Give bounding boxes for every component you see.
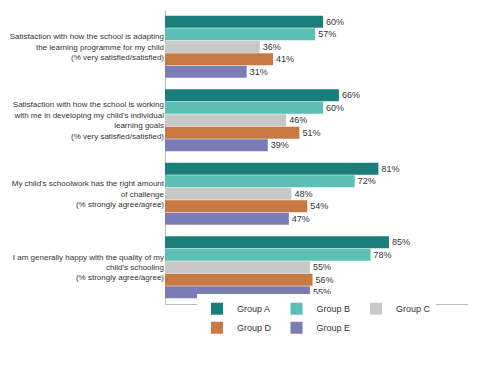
svg-text:55%: 55% — [312, 287, 331, 298]
svg-text:66%: 66% — [342, 90, 360, 100]
svg-text:I am generally happy with the: I am generally happy with the quality of… — [13, 253, 165, 283]
svg-text:Group D: Group D — [237, 323, 272, 333]
svg-text:46%: 46% — [289, 115, 307, 125]
svg-text:60%: 60% — [326, 103, 344, 113]
svg-text:81%: 81% — [381, 164, 399, 174]
svg-text:51%: 51% — [302, 128, 320, 138]
svg-text:31%: 31% — [250, 67, 268, 77]
svg-text:Satisfaction with how the scho: Satisfaction with how the school is adap… — [10, 32, 165, 62]
svg-text:Group C: Group C — [396, 304, 431, 314]
svg-text:39%: 39% — [271, 140, 289, 150]
svg-text:Satisfaction with how the scho: Satisfaction with how the school is work… — [13, 100, 165, 140]
svg-text:Group A: Group A — [237, 304, 270, 314]
svg-text:85%: 85% — [392, 237, 410, 247]
svg-text:41%: 41% — [276, 54, 294, 64]
svg-text:57%: 57% — [318, 29, 336, 39]
svg-text:48%: 48% — [294, 189, 312, 199]
svg-text:36%: 36% — [263, 42, 281, 52]
svg-text:54%: 54% — [310, 201, 328, 211]
svg-text:55%: 55% — [313, 262, 331, 272]
svg-text:My child's schoolwork has the: My child's schoolwork has the right amou… — [12, 179, 165, 209]
svg-text:72%: 72% — [358, 176, 376, 186]
svg-text:60%: 60% — [326, 17, 344, 27]
svg-text:Group E: Group E — [317, 323, 351, 333]
svg-text:56%: 56% — [316, 275, 334, 285]
svg-text:Group B: Group B — [317, 304, 351, 314]
svg-text:47%: 47% — [292, 214, 310, 224]
svg-text:78%: 78% — [374, 250, 392, 260]
